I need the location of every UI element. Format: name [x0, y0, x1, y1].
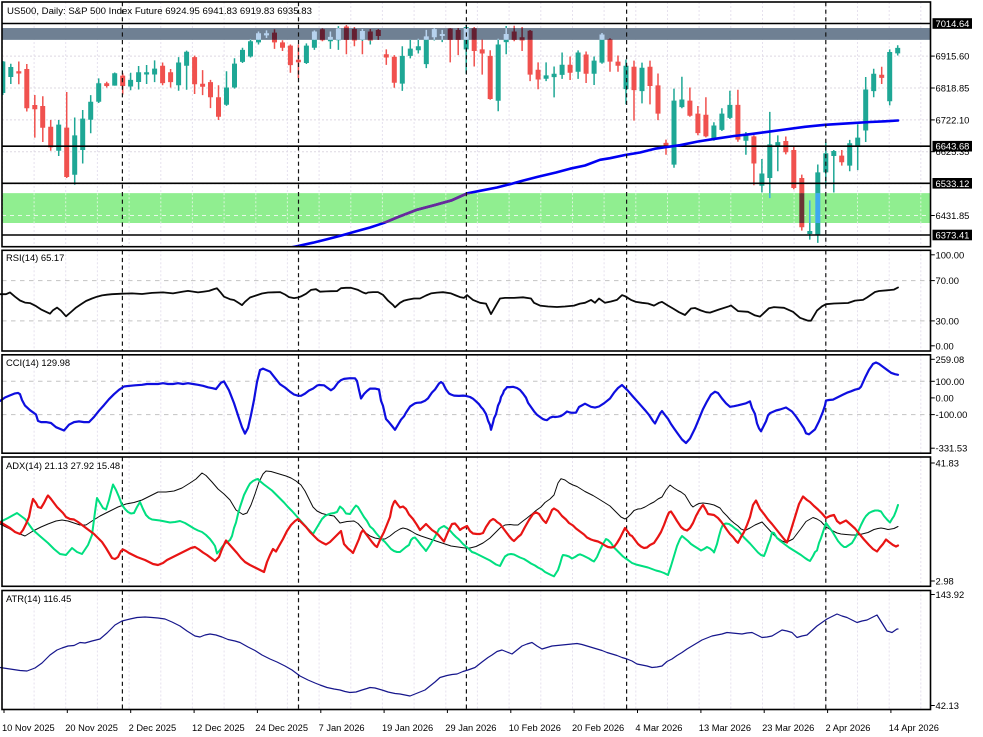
svg-text:42.13: 42.13	[936, 700, 959, 711]
svg-text:14 Apr 2026: 14 Apr 2026	[889, 723, 939, 733]
svg-text:30.00: 30.00	[936, 315, 959, 326]
svg-text:10 Feb 2026: 10 Feb 2026	[509, 723, 561, 733]
svg-text:41.83: 41.83	[936, 458, 959, 469]
svg-text:19 Jan 2026: 19 Jan 2026	[382, 723, 433, 733]
svg-text:2 Dec 2025: 2 Dec 2025	[129, 723, 177, 733]
svg-text:ATR(14) 116.45: ATR(14) 116.45	[6, 593, 71, 604]
svg-text:RSI(14) 65.17: RSI(14) 65.17	[6, 252, 64, 263]
svg-text:US500, Daily: S&P 500 Index: US500, Daily: S&P 500 Index Future 6924.…	[7, 6, 312, 17]
svg-text:0.00: 0.00	[936, 340, 954, 351]
svg-text:7014.64: 7014.64	[936, 18, 970, 29]
svg-text:13 Mar 2026: 13 Mar 2026	[699, 723, 751, 733]
svg-text:6625.35: 6625.35	[936, 146, 970, 157]
svg-text:6533.12: 6533.12	[936, 178, 970, 189]
svg-text:29 Jan 2026: 29 Jan 2026	[445, 723, 496, 733]
svg-text:23 Mar 2026: 23 Mar 2026	[762, 723, 814, 733]
svg-text:6373.41: 6373.41	[936, 230, 970, 241]
svg-text:259.08: 259.08	[936, 354, 965, 365]
svg-text:143.92: 143.92	[936, 589, 965, 600]
svg-text:100.00: 100.00	[936, 249, 965, 260]
svg-text:-331.53: -331.53	[936, 443, 968, 454]
svg-text:6431.85: 6431.85	[936, 210, 970, 221]
svg-text:70.00: 70.00	[936, 275, 959, 286]
svg-text:12 Dec 2025: 12 Dec 2025	[192, 723, 245, 733]
svg-text:-100.00: -100.00	[936, 409, 968, 420]
svg-text:0.00: 0.00	[936, 392, 954, 403]
svg-text:4 Mar 2026: 4 Mar 2026	[635, 723, 682, 733]
svg-text:CCI(14) 129.98: CCI(14) 129.98	[6, 357, 70, 368]
svg-text:10 Nov 2025: 10 Nov 2025	[2, 723, 55, 733]
svg-text:2.98: 2.98	[936, 576, 954, 587]
svg-text:100.00: 100.00	[936, 376, 965, 387]
svg-text:6818.85: 6818.85	[936, 83, 970, 94]
svg-text:ADX(14) 21.13 27.92 15.48: ADX(14) 21.13 27.92 15.48	[6, 460, 120, 471]
svg-text:6915.60: 6915.60	[936, 51, 970, 62]
svg-text:6722.10: 6722.10	[936, 114, 970, 125]
svg-text:24 Dec 2025: 24 Dec 2025	[255, 723, 308, 733]
svg-text:6643.68: 6643.68	[936, 141, 970, 152]
svg-text:2 Apr 2026: 2 Apr 2026	[826, 723, 871, 733]
svg-text:7 Jan 2026: 7 Jan 2026	[319, 723, 365, 733]
svg-text:20 Feb 2026: 20 Feb 2026	[572, 723, 624, 733]
svg-text:20 Nov 2025: 20 Nov 2025	[65, 723, 118, 733]
